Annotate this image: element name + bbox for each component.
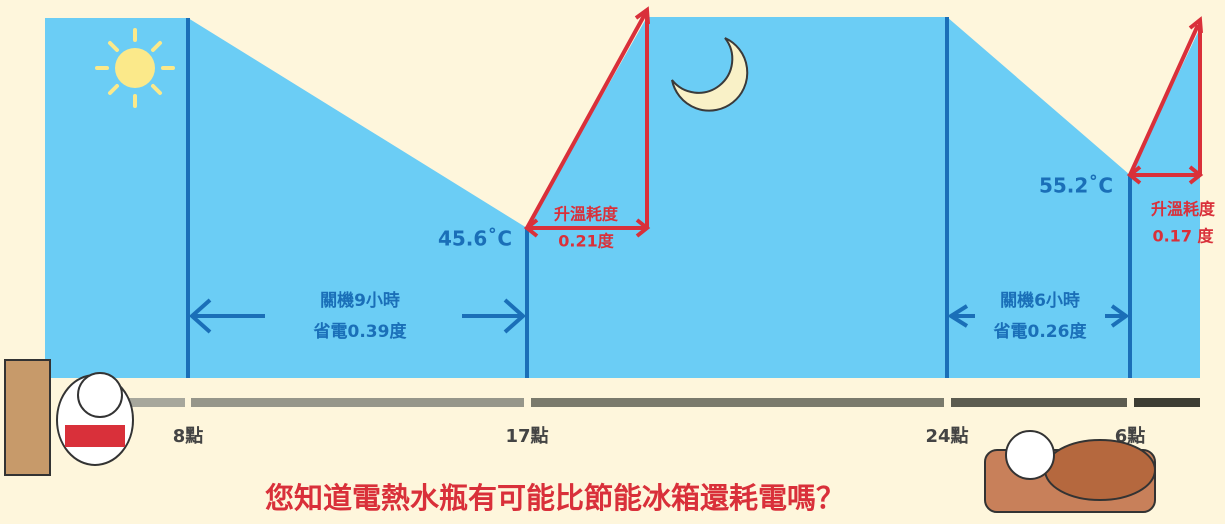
bear-leaving — [4, 359, 134, 476]
temperature-label: 55.2˚C — [1039, 174, 1113, 198]
time-label: 17點 — [505, 426, 548, 447]
temperature-area — [45, 17, 1200, 378]
off-duration: 關機9小時 — [320, 290, 400, 311]
time-label: 24點 — [925, 426, 968, 447]
time-lines — [186, 17, 1132, 378]
off-arrows — [188, 298, 1130, 334]
off-saving: 省電0.39度 — [313, 321, 408, 342]
timeline — [115, 398, 1200, 407]
title: 您知道電熱水瓶有可能比節能冰箱還耗電嗎？ — [265, 481, 845, 515]
heating-amount: 0.21度 — [558, 232, 614, 251]
bear-sleeping — [984, 430, 1156, 513]
heating-amount: 0.17 度 — [1152, 227, 1214, 246]
heating-label: 升溫耗度 — [554, 205, 619, 224]
heating-label: 升溫耗度 — [1151, 200, 1216, 219]
temperature-label: 45.6˚C — [438, 227, 512, 251]
off-saving: 省電0.26度 — [993, 321, 1088, 342]
time-label: 8點 — [173, 426, 204, 447]
sun — [95, 28, 175, 108]
heating-arrows — [523, 6, 1204, 238]
moon — [671, 37, 749, 112]
off-duration: 關機6小時 — [1000, 290, 1080, 311]
